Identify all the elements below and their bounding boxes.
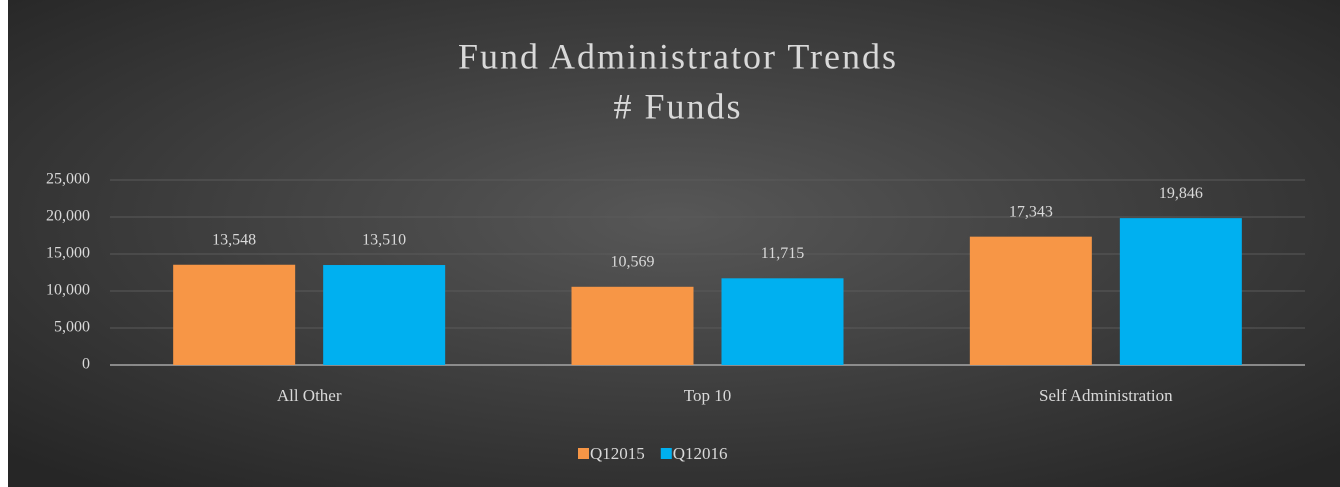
legend-swatch <box>660 448 672 459</box>
chart-title: Fund Administrator Trends <box>458 36 898 76</box>
data-label: 17,343 <box>1009 203 1053 220</box>
bar <box>969 236 1092 365</box>
bar <box>173 264 296 365</box>
x-tick-label: All Other <box>277 386 342 405</box>
data-label: 19,846 <box>1159 185 1203 202</box>
y-tick-label: 20,000 <box>46 208 90 225</box>
bar <box>721 278 844 365</box>
chart-subtitle: # Funds <box>613 86 742 126</box>
legend-label: Q12016 <box>673 444 728 463</box>
x-tick-label: Top 10 <box>684 386 731 405</box>
y-tick-label: 0 <box>82 356 90 373</box>
bar <box>323 265 446 365</box>
data-label: 13,548 <box>212 231 256 248</box>
y-tick-label: 5,000 <box>54 319 90 336</box>
bar <box>571 286 694 365</box>
y-tick-label: 25,000 <box>46 171 90 188</box>
y-tick-label: 10,000 <box>46 282 90 299</box>
chart-background <box>8 0 1340 487</box>
data-label: 11,715 <box>761 245 804 262</box>
data-label: 10,569 <box>611 253 655 270</box>
y-tick-label: 15,000 <box>46 245 90 262</box>
x-tick-label: Self Administration <box>1039 386 1173 405</box>
bar <box>1119 218 1242 365</box>
legend-label: Q12015 <box>590 444 645 463</box>
data-label: 13,510 <box>362 232 406 249</box>
legend-swatch <box>578 448 589 459</box>
